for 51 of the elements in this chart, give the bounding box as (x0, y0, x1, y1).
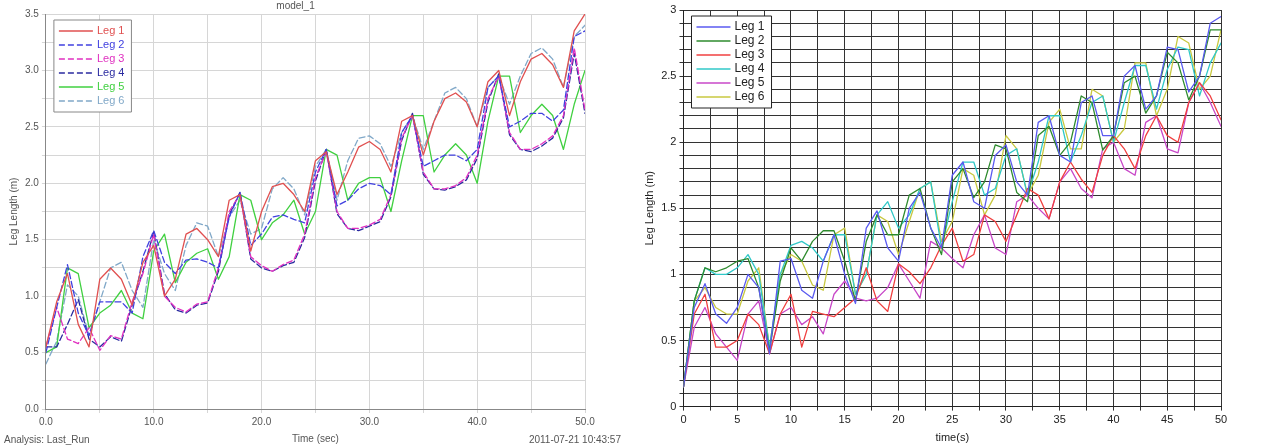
x-tick-label: 50.0 (575, 415, 596, 427)
text: 2011-07-21 10:43:57 (528, 433, 622, 445)
legend-label: Leg 3 (96, 52, 125, 65)
y-tick-label: 0 (670, 399, 677, 412)
y-tick-label: 0.0 (25, 402, 40, 414)
legend-label: Leg 6 (734, 89, 765, 104)
y-axis-title: Leg Length (m) (7, 177, 19, 246)
x-tick-label: 50 (1214, 413, 1228, 426)
x-tick-label: 30 (999, 413, 1013, 426)
x-tick-label: 5 (734, 413, 741, 426)
x-tick-label: 10 (784, 413, 798, 426)
y-tick-label: 3.0 (25, 64, 40, 76)
x-tick-label: 25 (946, 413, 959, 426)
x-tick-label: 0.0 (38, 415, 54, 427)
y-tick-label: 3.5 (25, 7, 40, 19)
legend-label: Leg 4 (734, 61, 765, 76)
x-tick-label: 45 (1161, 413, 1174, 426)
y-tick-label: 3 (670, 3, 677, 16)
legend-label: Leg 5 (734, 75, 765, 90)
y-tick-label: 1 (670, 267, 677, 280)
y-tick-label: 2.5 (25, 120, 40, 132)
y-tick-label: 2 (670, 135, 677, 148)
legend-label: Leg 2 (96, 38, 125, 51)
y-tick-label: 1.5 (25, 233, 40, 245)
y-tick-label: 2.5 (661, 69, 677, 82)
x-axis-title: Time (sec) (292, 432, 339, 444)
x-tick-label: 30.0 (359, 415, 380, 427)
x-axis-title: time(s) (935, 431, 970, 444)
x-tick-label: 40 (1107, 413, 1120, 426)
x-tick-label: 40.0 (467, 415, 488, 427)
legend-label: Leg 2 (734, 33, 765, 48)
y-axis-title: Leg Length (m) (642, 171, 655, 246)
legend-label: Leg 1 (96, 24, 125, 37)
legend-label: Leg 1 (734, 19, 765, 34)
x-tick-label: 20 (892, 413, 905, 426)
text: Analysis: Last_Run (4, 433, 90, 445)
legend-label: Leg 5 (96, 80, 125, 93)
legend-label: Leg 3 (734, 47, 765, 62)
x-tick-label: 35 (1053, 413, 1066, 426)
y-tick-label: 1.0 (25, 289, 40, 301)
x-tick-label: 0 (680, 413, 687, 426)
x-tick-label: 15 (838, 413, 851, 426)
y-tick-label: 1.5 (661, 201, 677, 214)
legend-label: Leg 4 (96, 66, 125, 79)
y-tick-label: 2.0 (25, 177, 40, 189)
y-tick-label: 0.5 (25, 346, 40, 358)
x-tick-label: 20.0 (251, 415, 272, 427)
y-tick-label: 0.5 (661, 333, 677, 346)
x-tick-label: 10.0 (143, 415, 164, 427)
chart-title: model_1 (276, 0, 316, 11)
legend-label: Leg 6 (96, 94, 125, 107)
